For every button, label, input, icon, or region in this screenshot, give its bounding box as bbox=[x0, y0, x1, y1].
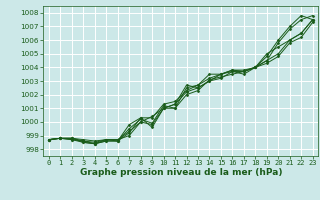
X-axis label: Graphe pression niveau de la mer (hPa): Graphe pression niveau de la mer (hPa) bbox=[80, 168, 282, 177]
